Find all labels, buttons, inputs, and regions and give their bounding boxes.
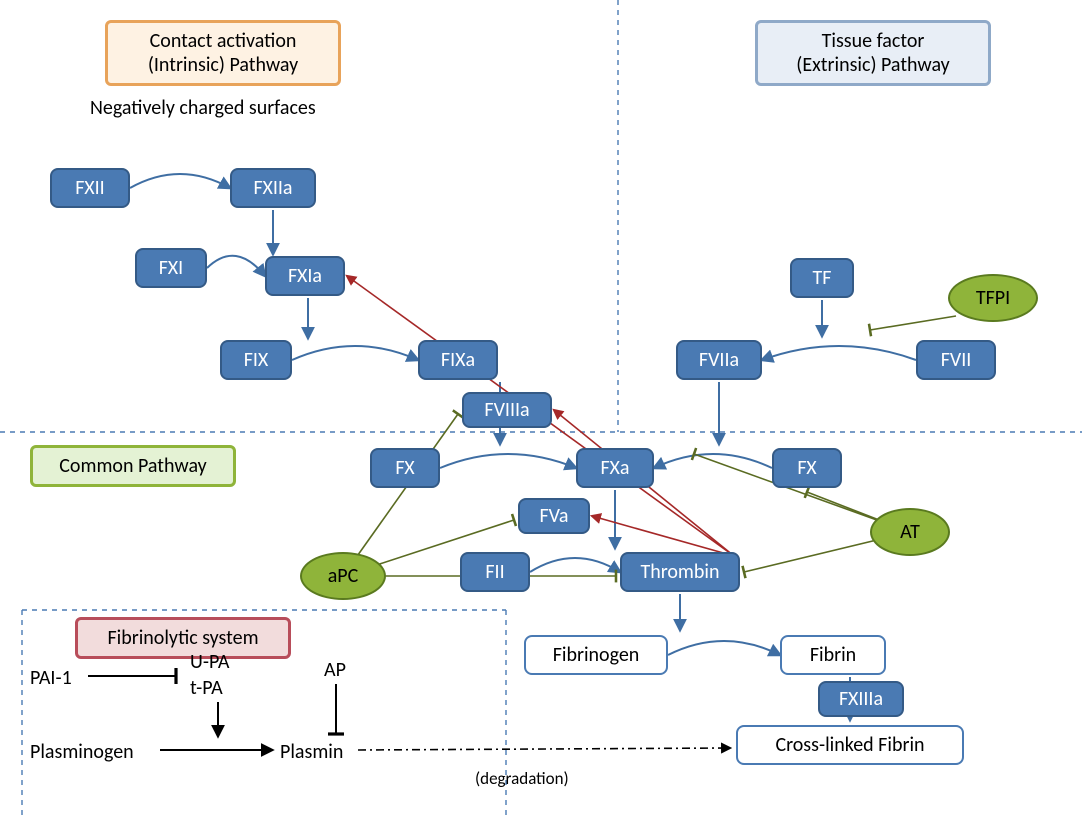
node-FXII: FXII (50, 168, 130, 208)
title-extrinsic: Tissue factor(Extrinsic) Pathway (755, 20, 991, 86)
node-TF: TF (790, 258, 854, 298)
title-intrinsic: Contact activation(Intrinsic) Pathway (105, 20, 341, 86)
node-FXIIa: FXIIa (230, 168, 316, 208)
node-FX_R: FX (772, 448, 842, 488)
neg-surfaces-label: Negatively charged surfaces (90, 96, 316, 120)
node-Thrombin: Thrombin (620, 552, 740, 592)
node-aPC: aPC (300, 552, 386, 600)
node-FVa: FVa (518, 498, 590, 534)
node-FIXa: FIXa (418, 340, 498, 380)
fib-text-degr: (degradation) (475, 768, 569, 789)
fib-text-ap: AP (324, 658, 346, 682)
title-common: Common Pathway (30, 445, 236, 487)
diagram-stage: Contact activation(Intrinsic) Pathway Tis… (0, 0, 1082, 818)
node-FVIIa: FVIIa (676, 340, 762, 380)
node-FXI: FXI (135, 248, 207, 288)
node-FVIIIa: FVIIIa (462, 392, 552, 428)
fib-text-tpa: t-PA (190, 676, 223, 700)
node-FXIa: FXIa (265, 256, 345, 296)
node-Fibrin: Fibrin (780, 635, 886, 675)
title-fibrin: Fibrinolytic system (75, 617, 291, 659)
fib-text-plasminogen: Plasminogen (30, 740, 134, 764)
node-FII: FII (460, 552, 530, 592)
node-FIX: FIX (220, 340, 292, 380)
node-FVII: FVII (916, 340, 996, 380)
fib-text-upa: U-PA (190, 650, 229, 674)
node-FXa: FXa (576, 448, 654, 488)
node-FX_L: FX (370, 448, 440, 488)
fib-text-plasmin: Plasmin (280, 740, 343, 764)
node-Fibrinogen: Fibrinogen (524, 635, 668, 675)
node-Cross: Cross-linked Fibrin (736, 725, 964, 765)
node-TFPI: TFPI (948, 274, 1038, 322)
node-AT: AT (870, 508, 950, 556)
fib-text-pai: PAI-1 (30, 666, 72, 690)
node-FXIIIa: FXIIIa (818, 681, 904, 717)
